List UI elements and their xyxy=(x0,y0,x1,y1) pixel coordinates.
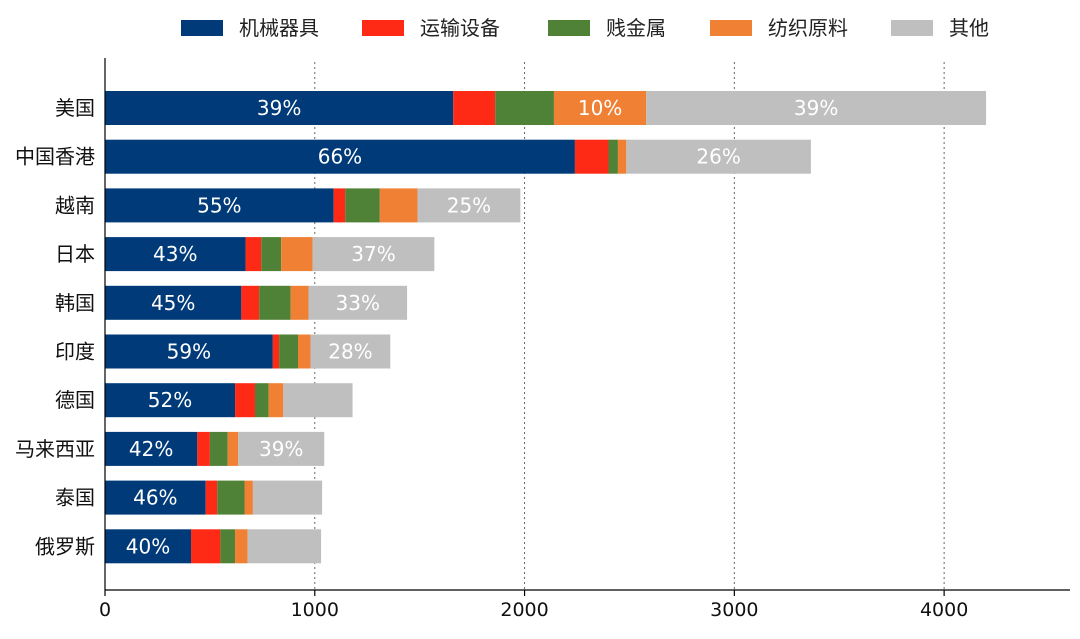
bar-segment-3-4 xyxy=(312,237,435,272)
legend-label-4: 其他 xyxy=(949,16,989,40)
legend-label-1: 运输设备 xyxy=(420,16,500,40)
bar-segment-5-1 xyxy=(272,334,280,369)
bar-segment-9-4 xyxy=(247,529,322,564)
legend-swatch-0 xyxy=(181,20,223,36)
bar-segment-3-2 xyxy=(261,237,282,272)
bar-segment-9-0 xyxy=(105,529,192,564)
data-label-1-0: 66% xyxy=(318,145,362,169)
category-label: 俄罗斯 xyxy=(35,534,95,558)
bar-segment-0-3 xyxy=(553,91,647,125)
category-label: 印度 xyxy=(55,340,95,364)
bar-segment-7-3 xyxy=(227,431,239,466)
data-label-0-0: 39% xyxy=(257,96,301,120)
x-tick-label-3000: 3000 xyxy=(710,599,758,621)
bar-segment-1-4 xyxy=(626,139,811,174)
bar-segment-0-0 xyxy=(105,91,454,125)
bar-segment-6-3 xyxy=(268,383,284,418)
category-label: 美国 xyxy=(55,96,95,120)
bar-segment-0-1 xyxy=(453,91,496,125)
bar-segment-6-0 xyxy=(105,383,236,418)
category-label: 韩国 xyxy=(55,291,95,315)
bar-segment-9-3 xyxy=(235,529,248,564)
bar-segment-5-4 xyxy=(310,334,391,369)
bar-segment-4-4 xyxy=(308,285,408,320)
legend-swatch-4 xyxy=(891,20,933,36)
data-label-8-0: 46% xyxy=(133,486,177,510)
bar-segment-2-1 xyxy=(333,188,346,223)
data-label-0-4: 39% xyxy=(794,96,838,120)
bar-segment-1-3 xyxy=(617,139,627,174)
bar-segment-2-3 xyxy=(379,188,418,223)
data-label-0-3: 10% xyxy=(578,96,622,120)
bar-segment-0-4 xyxy=(646,91,987,125)
x-tick-label-0: 0 xyxy=(99,599,111,621)
category-label: 越南 xyxy=(55,193,95,217)
bar-segment-4-2 xyxy=(259,285,291,320)
data-label-5-4: 28% xyxy=(328,340,372,364)
bar-segment-5-2 xyxy=(279,334,298,369)
legend-label-0: 机械器具 xyxy=(239,16,319,40)
data-label-2-0: 55% xyxy=(197,193,241,217)
data-label-2-4: 25% xyxy=(447,193,491,217)
data-label-9-0: 40% xyxy=(126,534,170,558)
bar-segment-1-2 xyxy=(608,139,618,174)
bar-segment-8-0 xyxy=(105,480,206,515)
legend-label-2: 贱金属 xyxy=(606,16,666,40)
bar-segment-5-3 xyxy=(298,334,311,369)
legend-swatch-3 xyxy=(710,20,752,36)
bar-segment-3-3 xyxy=(281,237,313,272)
x-tick-label-1000: 1000 xyxy=(291,599,339,621)
data-label-5-0: 59% xyxy=(167,340,211,364)
data-label-1-4: 26% xyxy=(696,145,740,169)
bar-segment-7-1 xyxy=(197,431,210,466)
category-label: 马来西亚 xyxy=(15,437,95,461)
bar-segment-4-1 xyxy=(241,285,260,320)
bar-segment-0-2 xyxy=(495,91,554,125)
bar-segment-8-4 xyxy=(252,480,323,515)
bar-segment-3-1 xyxy=(245,237,262,272)
category-label: 泰国 xyxy=(55,486,95,510)
data-label-7-4: 39% xyxy=(259,437,303,461)
data-label-7-0: 42% xyxy=(129,437,173,461)
category-label: 中国香港 xyxy=(15,145,95,169)
data-label-4-0: 45% xyxy=(151,291,195,315)
bar-segment-4-3 xyxy=(290,285,309,320)
bar-segment-2-4 xyxy=(417,188,521,223)
data-label-6-0: 52% xyxy=(148,388,192,412)
x-tick-label-2000: 2000 xyxy=(500,599,548,621)
bar-segment-8-1 xyxy=(205,480,218,515)
legend-label-3: 纺织原料 xyxy=(768,16,848,40)
bar-segment-2-2 xyxy=(345,188,380,223)
bar-segment-7-0 xyxy=(105,431,198,466)
bar-segment-6-1 xyxy=(235,383,255,418)
bar-segment-3-0 xyxy=(105,237,246,272)
bar-segment-7-2 xyxy=(209,431,228,466)
bar-segment-1-0 xyxy=(105,139,575,174)
bar-segment-6-2 xyxy=(254,383,269,418)
data-label-3-4: 37% xyxy=(351,242,395,266)
bar-segment-9-2 xyxy=(220,529,236,564)
legend: 机械器具 运输设备 贱金属 纺织原料 其他 xyxy=(181,16,989,40)
bar-segment-6-4 xyxy=(283,383,353,418)
legend-swatch-2 xyxy=(548,20,590,36)
category-label: 德国 xyxy=(55,388,95,412)
bar-segment-9-1 xyxy=(191,529,221,564)
category-label: 日本 xyxy=(55,242,95,266)
bar-segment-4-0 xyxy=(105,285,242,320)
bar-segment-8-3 xyxy=(244,480,253,515)
bar-segment-1-1 xyxy=(574,139,609,174)
bars xyxy=(105,91,987,564)
data-labels: 39% 10% 39% 66% 26% 55% 25% 43% 37% 45% 33% 59% 28% 5… xyxy=(126,96,839,558)
data-label-3-0: 43% xyxy=(153,242,197,266)
x-tick-label-4000: 4000 xyxy=(920,599,968,621)
bar-segment-2-0 xyxy=(105,188,334,223)
data-label-4-4: 33% xyxy=(336,291,380,315)
bar-segment-7-4 xyxy=(238,431,325,466)
bar-segment-8-2 xyxy=(217,480,245,515)
bar-segment-5-0 xyxy=(105,334,273,369)
legend-swatch-1 xyxy=(362,20,404,36)
